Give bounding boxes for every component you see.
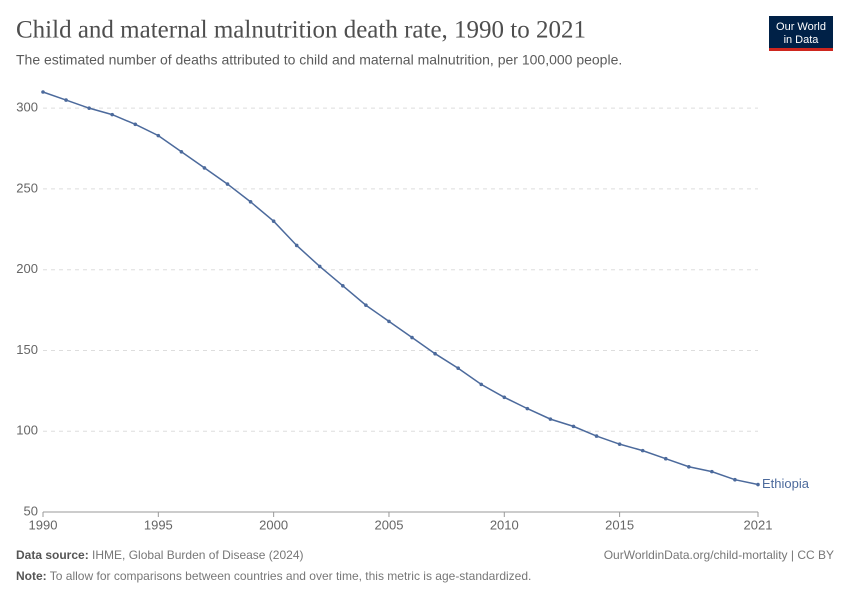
point bbox=[133, 122, 138, 127]
logo[interactable]: Our World in Data bbox=[769, 16, 833, 51]
point bbox=[110, 112, 114, 117]
point bbox=[341, 284, 345, 288]
point bbox=[225, 182, 230, 186]
point bbox=[202, 166, 207, 170]
point bbox=[571, 424, 576, 429]
point bbox=[479, 382, 484, 387]
y-tick-label: 300 bbox=[16, 100, 38, 115]
point bbox=[502, 395, 507, 400]
point bbox=[594, 434, 599, 438]
source-label: Data source: bbox=[16, 548, 89, 562]
series-label: Ethiopia bbox=[762, 476, 810, 491]
point bbox=[294, 243, 299, 248]
point bbox=[548, 417, 553, 421]
source-url[interactable]: OurWorldinData.org/child-mortality | CC … bbox=[604, 548, 834, 562]
point bbox=[317, 264, 322, 269]
logo-text: Our World bbox=[776, 21, 826, 33]
y-tick-label: 250 bbox=[16, 180, 38, 195]
point bbox=[364, 303, 368, 308]
point bbox=[525, 406, 530, 411]
point bbox=[433, 351, 437, 356]
point bbox=[663, 456, 668, 461]
point bbox=[456, 366, 460, 371]
x-tick-label: 2021 bbox=[744, 517, 773, 532]
x-tick-label: 1995 bbox=[144, 517, 173, 532]
point bbox=[733, 477, 737, 482]
x-tick-label: 2015 bbox=[605, 517, 634, 532]
x-tick-label: 2010 bbox=[490, 517, 519, 532]
logo-text: in Data bbox=[784, 34, 820, 46]
point bbox=[64, 98, 68, 102]
y-tick-label: 50 bbox=[24, 503, 38, 518]
point bbox=[41, 90, 45, 94]
y-tick-label: 100 bbox=[16, 423, 38, 438]
point bbox=[710, 469, 714, 474]
note-label: Note: bbox=[16, 569, 47, 583]
point bbox=[640, 448, 645, 453]
point bbox=[687, 464, 691, 469]
series-line bbox=[42, 91, 759, 486]
point bbox=[410, 335, 414, 340]
source-text: IHME, Global Burden of Disease (2024) bbox=[92, 548, 303, 562]
point bbox=[156, 133, 161, 138]
x-tick-label: 1990 bbox=[29, 517, 58, 532]
x-tick-label: 2005 bbox=[375, 517, 404, 532]
point bbox=[271, 219, 276, 224]
y-tick-label: 150 bbox=[16, 342, 38, 357]
y-tick-label: 200 bbox=[16, 261, 38, 276]
point bbox=[87, 106, 91, 110]
logo-bar bbox=[769, 48, 833, 51]
chart-title: Child and maternal malnutrition death ra… bbox=[16, 17, 586, 44]
point bbox=[617, 442, 622, 446]
point bbox=[179, 149, 184, 154]
note-text: To allow for comparisons between countri… bbox=[50, 569, 532, 583]
source: Data source: IHME, Global Burden of Dise… bbox=[16, 548, 303, 562]
note: Note: To allow for comparisons between c… bbox=[16, 569, 531, 583]
chart-subtitle: The estimated number of deaths attribute… bbox=[16, 52, 622, 68]
x-tick-label: 2000 bbox=[259, 517, 288, 532]
point bbox=[387, 319, 391, 324]
point bbox=[248, 200, 253, 204]
point bbox=[756, 482, 760, 487]
logo-box bbox=[769, 16, 833, 50]
